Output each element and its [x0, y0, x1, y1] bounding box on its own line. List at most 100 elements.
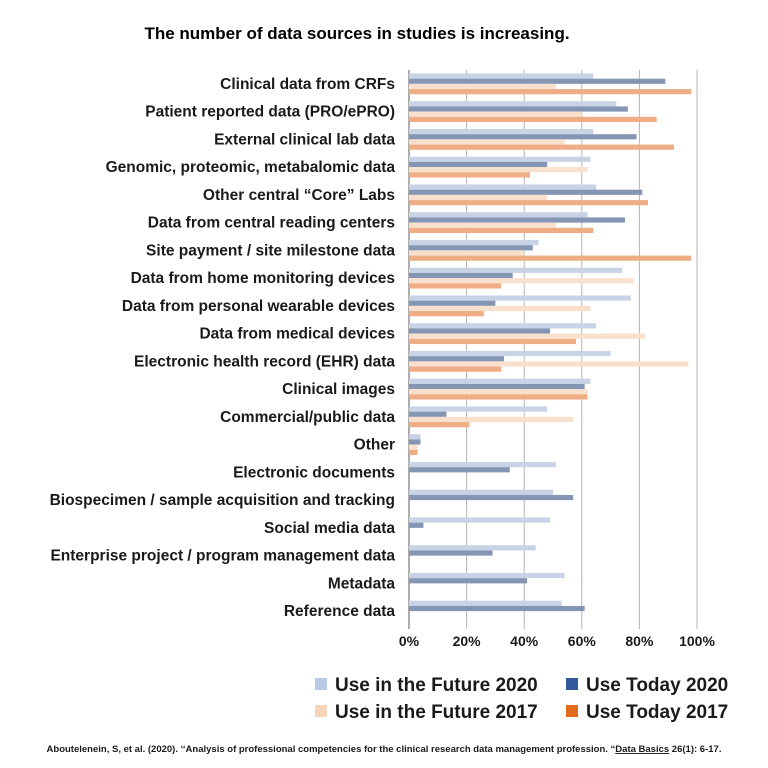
- x-tick-labels: 0% 20% 40% 60% 80% 100%: [399, 633, 716, 649]
- bar: [409, 227, 594, 234]
- bar: [409, 361, 689, 367]
- category-label: Patient reported data (PRO/ePRO): [145, 104, 395, 121]
- bar: [409, 300, 496, 306]
- bar: [409, 250, 525, 256]
- category-label: Metadata: [328, 575, 396, 592]
- bar: [409, 489, 553, 495]
- category-label: Clinical images: [282, 381, 395, 398]
- bar: [409, 239, 539, 246]
- category-label: External clinical lab data: [214, 131, 395, 148]
- bar: [409, 283, 502, 289]
- bar: [409, 89, 692, 95]
- category-label: Data from medical devices: [199, 326, 395, 343]
- legend-label: Use Today 2017: [586, 702, 728, 723]
- bar: [409, 545, 536, 551]
- bar: [409, 295, 631, 301]
- category-label: Data from central reading centers: [148, 215, 395, 232]
- bar: [409, 434, 421, 440]
- bar: [409, 572, 565, 579]
- category-label: Electronic health record (EHR) data: [134, 353, 395, 370]
- bar: [409, 416, 574, 423]
- bar: [409, 550, 493, 556]
- bar: [409, 73, 594, 79]
- bar: [409, 167, 588, 173]
- bar: [409, 356, 505, 362]
- bar: [409, 222, 556, 228]
- bar: [409, 305, 591, 312]
- bar: [409, 139, 565, 145]
- bar: [409, 444, 418, 450]
- legend-swatch: [315, 678, 327, 690]
- bar: [409, 116, 657, 123]
- bar: [409, 78, 666, 84]
- x-tick-label: 40%: [510, 633, 539, 649]
- category-label: Enterprise project / program management …: [50, 548, 395, 565]
- category-label: Other: [354, 437, 395, 454]
- citation-prefix: Aboutelenein, S, et al. (2020). ‘‘Analys…: [47, 744, 616, 755]
- category-label: Clinical data from CRFs: [220, 76, 395, 93]
- bar: [409, 439, 421, 445]
- x-tick-label: 100%: [679, 633, 715, 649]
- category-label: Reference data: [284, 603, 396, 620]
- bar: [409, 406, 548, 412]
- x-tick-label: 20%: [453, 633, 482, 649]
- bar: [409, 156, 591, 162]
- bar: [409, 144, 674, 150]
- legend-swatch: [315, 705, 327, 717]
- x-tick-label: 0%: [399, 633, 420, 649]
- bar: [409, 449, 418, 456]
- bar: [409, 394, 588, 400]
- category-label: Social media data: [264, 520, 395, 537]
- bar: [409, 461, 556, 468]
- bar: [409, 184, 597, 190]
- category-label: Commercial/public data: [220, 409, 395, 426]
- category-label: Electronic documents: [233, 464, 395, 481]
- category-label: Other central “Core” Labs: [203, 187, 395, 204]
- bar: [409, 161, 548, 168]
- category-label: Genomic, proteomic, metabalomic data: [106, 159, 396, 176]
- x-tick-label: 80%: [625, 633, 654, 649]
- bar: [409, 522, 424, 528]
- bar: [409, 350, 611, 357]
- category-label: Site payment / site milestone data: [146, 242, 395, 259]
- bar: [409, 311, 484, 317]
- citation-journal: Data Basics: [615, 744, 669, 755]
- bar: [409, 411, 447, 417]
- category-label: Data from personal wearable devices: [122, 298, 395, 315]
- citation-volume: 26: [669, 744, 682, 755]
- legend: Use in the Future 2020 Use Today 2020 Use …: [315, 675, 728, 723]
- category-labels: Clinical data from CRFs Patient reported …: [50, 76, 396, 620]
- bar: [409, 128, 594, 135]
- bar: [409, 494, 574, 501]
- bar: [409, 245, 533, 251]
- bar: [409, 366, 502, 372]
- bar: [409, 383, 585, 390]
- bar: [409, 600, 562, 606]
- legend-swatch: [566, 705, 578, 717]
- bar: [409, 378, 591, 384]
- bar: [409, 134, 637, 140]
- bar: [409, 106, 628, 112]
- bar: [409, 323, 597, 329]
- bars: [409, 73, 692, 612]
- bar: [409, 172, 530, 178]
- bar: [409, 189, 643, 195]
- bar: [409, 267, 623, 273]
- bar: [409, 83, 556, 90]
- bar: [409, 272, 513, 279]
- x-tick-label: 60%: [568, 633, 597, 649]
- legend-swatch: [566, 678, 578, 690]
- bar: [409, 389, 588, 395]
- bar: [409, 338, 577, 345]
- gridlines: [408, 70, 698, 629]
- bar: [409, 101, 617, 107]
- legend-label: Use in the Future 2020: [335, 675, 538, 696]
- legend-label: Use in the Future 2017: [335, 702, 538, 723]
- bar: [409, 467, 510, 473]
- bar: [409, 255, 692, 261]
- category-label: Biospecimen / sample acquisition and tra…: [50, 492, 395, 509]
- bar: [409, 333, 646, 339]
- bar: [409, 278, 634, 284]
- citation: Aboutelenein, S, et al. (2020). ‘‘Analys…: [47, 744, 722, 755]
- bar: [409, 328, 551, 334]
